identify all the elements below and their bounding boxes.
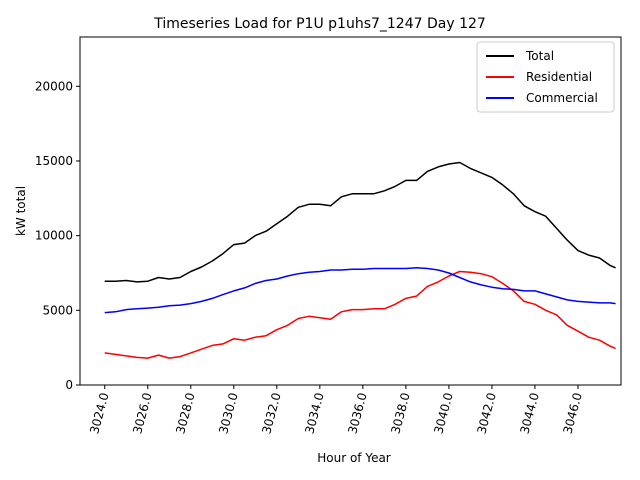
x-tick-label: 3036.0 xyxy=(345,391,369,435)
series-line-residential xyxy=(104,270,616,359)
series-line-commercial xyxy=(104,267,616,314)
series-layer xyxy=(104,161,616,359)
chart-title: Timeseries Load for P1U p1uhs7_1247 Day … xyxy=(153,16,486,32)
y-tick-label: 5000 xyxy=(42,303,73,317)
legend-box xyxy=(476,41,615,113)
x-tick-label: 3028.0 xyxy=(173,391,197,435)
y-tick-label: 10000 xyxy=(35,229,73,243)
x-tick-label: 3034.0 xyxy=(302,391,326,435)
legend-label-commercial: Commercial xyxy=(526,91,598,105)
x-tick-label: 3024.0 xyxy=(87,391,111,435)
x-axis: 3024.0 3026.0 3028.0 3030.0 3032.0 3034.0 3036… xyxy=(87,385,585,435)
y-tick-label: 0 xyxy=(65,378,73,392)
y-axis: 0 5000 10000 15000 20000 xyxy=(35,79,80,392)
legend-label-residential: Residential xyxy=(526,70,592,84)
x-tick-label: 3040.0 xyxy=(431,391,455,435)
x-tick-label: 3042.0 xyxy=(474,391,498,435)
y-tick-label: 20000 xyxy=(35,79,73,93)
series-line-total xyxy=(104,161,616,283)
x-tick-label: 3032.0 xyxy=(259,391,283,435)
x-tick-label: 3044.0 xyxy=(517,391,541,435)
plot-frame xyxy=(79,36,622,386)
x-axis-label: Hour of Year xyxy=(317,451,391,465)
x-tick-label: 3038.0 xyxy=(388,391,412,435)
y-axis-label: kW total xyxy=(14,186,28,236)
y-tick-label: 15000 xyxy=(35,154,73,168)
x-tick-label: 3026.0 xyxy=(130,391,154,435)
legend: Total Residential Commercial xyxy=(476,41,615,113)
x-tick-label: 3030.0 xyxy=(216,391,240,435)
legend-label-total: Total xyxy=(525,49,554,63)
x-tick-label: 3046.0 xyxy=(560,391,584,435)
